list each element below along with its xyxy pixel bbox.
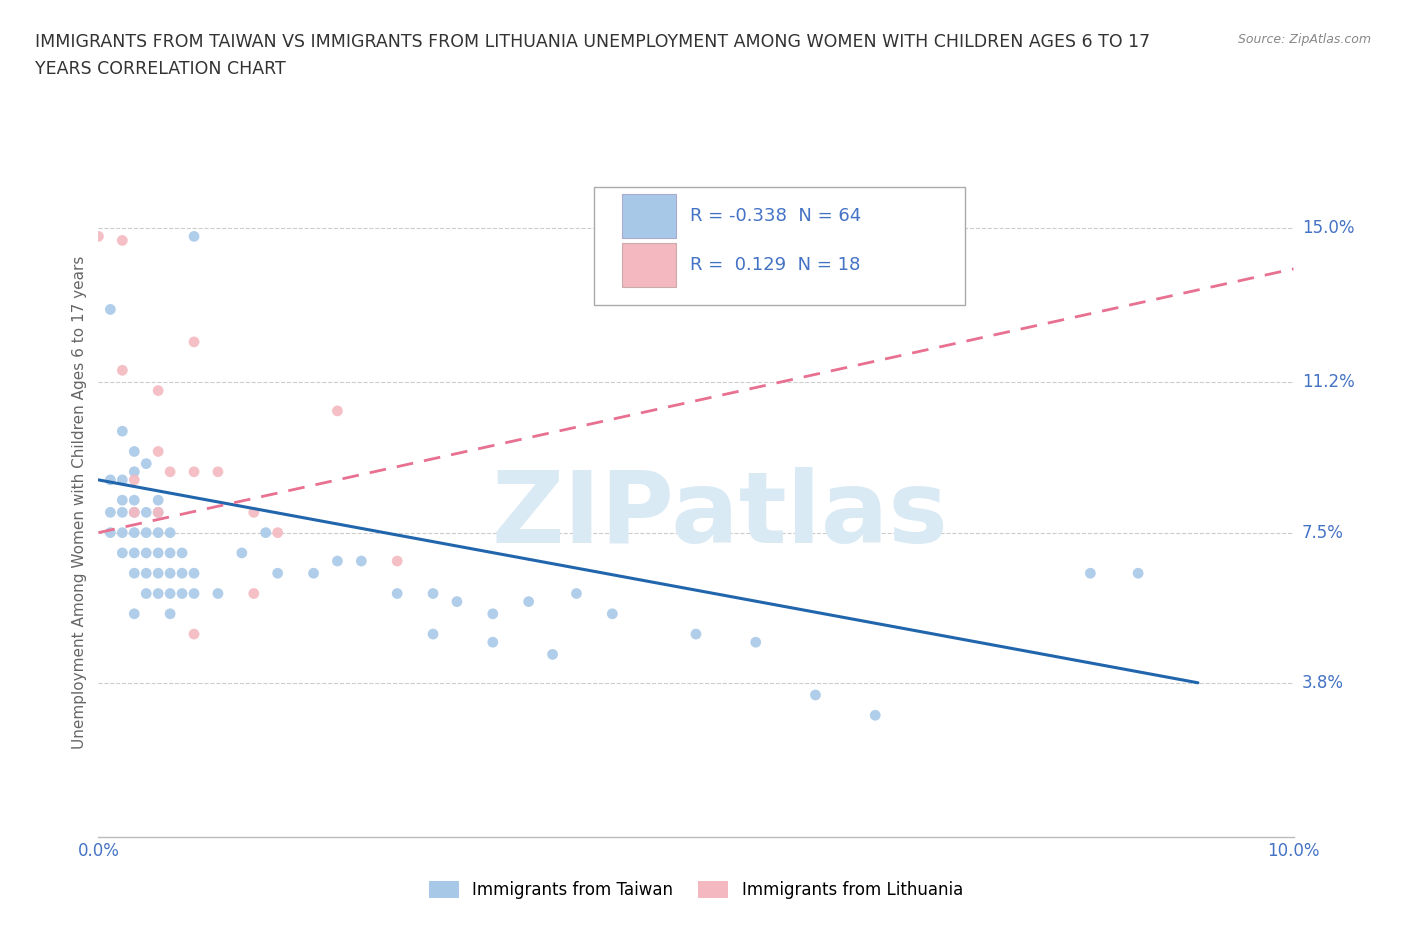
- Point: [326, 404, 349, 418]
- Point: [87, 229, 110, 244]
- Point: [326, 553, 349, 568]
- Point: [148, 493, 170, 508]
- Point: [243, 586, 266, 601]
- Point: [148, 505, 170, 520]
- Text: Source: ZipAtlas.com: Source: ZipAtlas.com: [1237, 33, 1371, 46]
- Point: [481, 635, 505, 650]
- Text: 3.8%: 3.8%: [1302, 674, 1344, 692]
- Point: [135, 505, 157, 520]
- Point: [1128, 565, 1150, 580]
- Point: [111, 424, 134, 439]
- Point: [135, 457, 157, 472]
- Point: [183, 627, 205, 642]
- Point: [183, 335, 205, 350]
- Point: [446, 594, 468, 609]
- Point: [148, 383, 170, 398]
- Point: [124, 444, 146, 458]
- Point: [565, 586, 588, 601]
- Point: [183, 586, 205, 601]
- Point: [111, 546, 134, 561]
- Text: YEARS CORRELATION CHART: YEARS CORRELATION CHART: [35, 60, 285, 78]
- Point: [172, 586, 194, 601]
- Point: [600, 606, 623, 621]
- Point: [124, 505, 146, 520]
- FancyBboxPatch shape: [621, 194, 676, 238]
- Point: [159, 464, 181, 479]
- Point: [481, 606, 505, 621]
- Point: [98, 472, 122, 487]
- Point: [135, 525, 157, 540]
- Point: [159, 546, 181, 561]
- Point: [267, 565, 290, 580]
- Text: R =  0.129  N = 18: R = 0.129 N = 18: [690, 256, 860, 273]
- Point: [422, 627, 444, 642]
- Point: [148, 444, 170, 458]
- Text: 15.0%: 15.0%: [1302, 219, 1354, 237]
- Text: 7.5%: 7.5%: [1302, 524, 1344, 541]
- Point: [124, 565, 146, 580]
- Point: [159, 586, 181, 601]
- Point: [148, 586, 170, 601]
- Legend: Immigrants from Taiwan, Immigrants from Lithuania: Immigrants from Taiwan, Immigrants from …: [422, 874, 970, 906]
- Text: ZIPatlas: ZIPatlas: [492, 467, 948, 565]
- Point: [385, 586, 409, 601]
- Text: IMMIGRANTS FROM TAIWAN VS IMMIGRANTS FROM LITHUANIA UNEMPLOYMENT AMONG WOMEN WIT: IMMIGRANTS FROM TAIWAN VS IMMIGRANTS FRO…: [35, 33, 1150, 50]
- Text: 11.2%: 11.2%: [1302, 374, 1354, 392]
- Point: [135, 546, 157, 561]
- Point: [745, 635, 768, 650]
- Point: [517, 594, 540, 609]
- Point: [422, 586, 444, 601]
- Point: [124, 472, 146, 487]
- Point: [267, 525, 290, 540]
- Point: [148, 565, 170, 580]
- Point: [159, 565, 181, 580]
- Point: [124, 464, 146, 479]
- Point: [302, 565, 325, 580]
- Point: [207, 464, 229, 479]
- Point: [183, 229, 205, 244]
- Point: [111, 505, 134, 520]
- Point: [135, 565, 157, 580]
- Point: [159, 525, 181, 540]
- Point: [172, 546, 194, 561]
- Point: [135, 586, 157, 601]
- Point: [231, 546, 253, 561]
- Point: [804, 687, 827, 702]
- Point: [111, 493, 134, 508]
- Point: [124, 546, 146, 561]
- FancyBboxPatch shape: [621, 243, 676, 286]
- Point: [172, 565, 194, 580]
- Point: [865, 708, 887, 723]
- Point: [243, 505, 266, 520]
- Text: R = -0.338  N = 64: R = -0.338 N = 64: [690, 207, 862, 225]
- Point: [98, 302, 122, 317]
- Point: [183, 464, 205, 479]
- Point: [124, 493, 146, 508]
- Point: [207, 586, 229, 601]
- Point: [98, 505, 122, 520]
- Y-axis label: Unemployment Among Women with Children Ages 6 to 17 years: Unemployment Among Women with Children A…: [72, 256, 87, 749]
- Point: [685, 627, 707, 642]
- Point: [183, 565, 205, 580]
- Point: [148, 505, 170, 520]
- Point: [159, 606, 181, 621]
- Point: [124, 505, 146, 520]
- FancyBboxPatch shape: [595, 188, 965, 305]
- Point: [1080, 565, 1102, 580]
- Point: [98, 525, 122, 540]
- Point: [254, 525, 277, 540]
- Point: [111, 525, 134, 540]
- Point: [148, 525, 170, 540]
- Point: [111, 472, 134, 487]
- Point: [111, 233, 134, 248]
- Point: [111, 363, 134, 378]
- Point: [350, 553, 373, 568]
- Point: [541, 647, 564, 662]
- Point: [148, 546, 170, 561]
- Point: [124, 525, 146, 540]
- Point: [124, 606, 146, 621]
- Point: [385, 553, 409, 568]
